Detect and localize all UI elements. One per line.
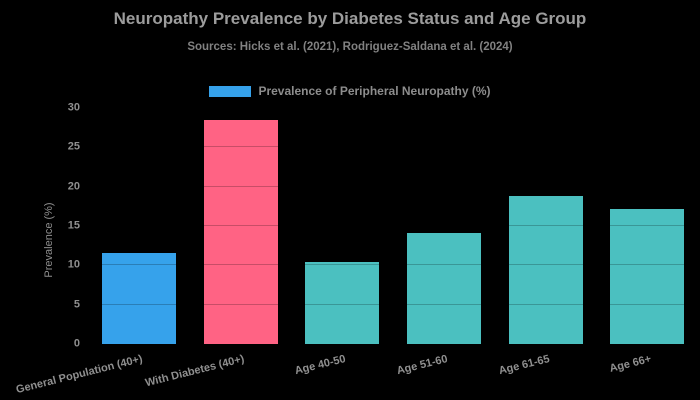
bar-1 <box>101 252 176 344</box>
y-tick-label: 25 <box>67 140 80 153</box>
y-axis-title: Prevalence (%) <box>43 202 55 278</box>
x-axis: General Population (40+) With Diabetes (4… <box>15 344 698 400</box>
y-tick-label: 5 <box>73 298 80 311</box>
bar-2 <box>203 119 278 344</box>
gridline <box>88 303 698 305</box>
x-tick-label: Age 40-50 <box>293 353 348 378</box>
x-tick-label: Age 51-60 <box>395 353 449 378</box>
y-tick-label: 15 <box>67 219 80 232</box>
bar-4 <box>406 233 481 344</box>
chart-title: Neuropathy Prevalence by Diabetes Status… <box>113 9 587 28</box>
gridline <box>88 185 698 187</box>
gridline <box>88 107 698 108</box>
gridline <box>88 264 698 266</box>
bar-3 <box>305 262 380 344</box>
y-tick-label: 20 <box>67 180 80 193</box>
plot-area <box>88 107 698 344</box>
legend-swatch-icon[interactable] <box>209 85 252 97</box>
bar-6 <box>610 208 685 344</box>
legend-label[interactable]: Prevalence of Peripheral Neuropathy (%) <box>258 84 491 98</box>
legend[interactable]: Prevalence of Peripheral Neuropathy (%) <box>0 84 700 98</box>
x-tick-label: With Diabetes (40+) <box>143 353 246 390</box>
gridline <box>88 146 698 148</box>
y-axis: 0 5 10 15 20 25 30 <box>0 102 80 349</box>
y-tick-label: 30 <box>67 101 80 114</box>
gridline <box>88 225 698 226</box>
y-tick-label: 0 <box>73 337 80 350</box>
chart-subtitle: Sources: Hicks et al. (2021), Rodriguez-… <box>187 41 513 53</box>
bar-5 <box>508 196 583 344</box>
y-tick-label: 10 <box>67 258 80 271</box>
x-tick-label: General Population (40+) <box>14 353 144 397</box>
x-tick-label: Age 66+ <box>607 353 653 375</box>
x-tick-label: Age 61-65 <box>497 353 551 378</box>
